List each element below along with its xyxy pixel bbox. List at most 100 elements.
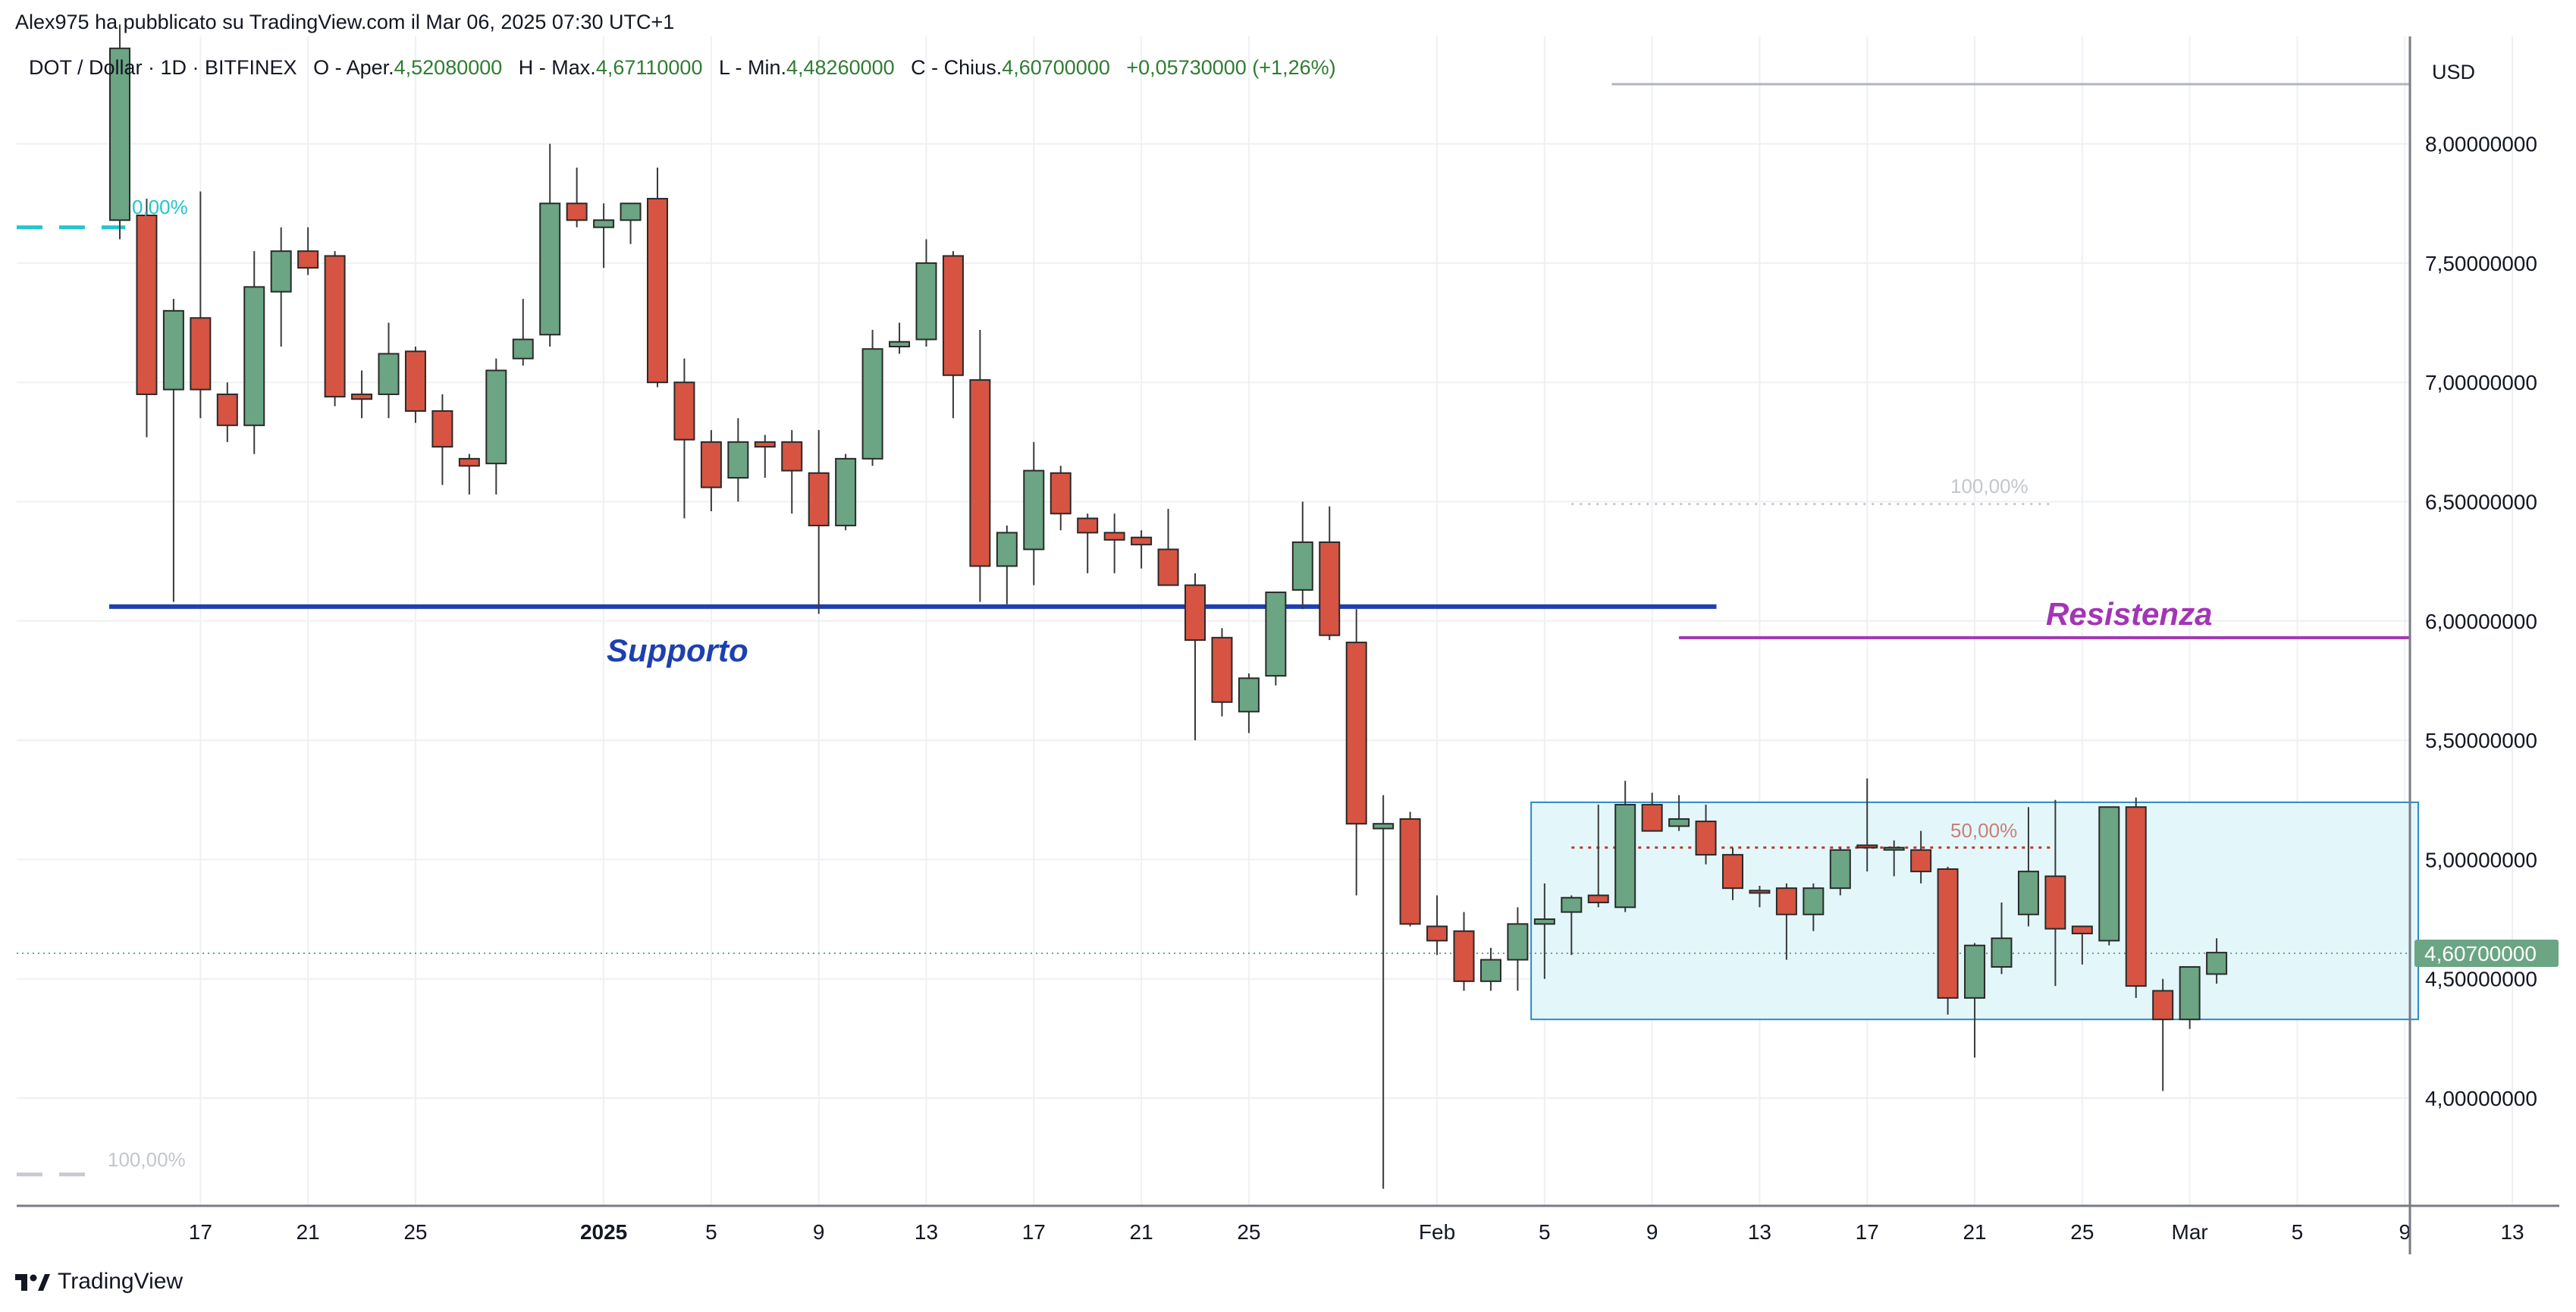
low-label: L - Min. [718,56,786,79]
candle-up [2098,806,2120,942]
candle-down [1426,925,1448,942]
candle-down [216,393,238,426]
candle-up [1991,937,2013,968]
symbol-label[interactable]: DOT / Dollar · 1D · BITFINEX [29,56,297,79]
y-tick-label: 5,50000000 [2425,729,2537,752]
high-label: H - Max. [518,56,596,79]
x-tick-label: 9 [1646,1220,1658,1244]
candle-down [1722,854,1743,890]
candle-up [1668,818,1690,827]
x-tick-label: 25 [1237,1220,1260,1244]
candle-down [969,379,991,567]
candle-down [324,255,346,398]
x-tick-label: Mar [2172,1220,2208,1244]
axes-frame: 4,60700000 [17,36,2559,1254]
y-tick-label: 4,50000000 [2425,968,2537,991]
candle-up [162,309,184,391]
candle-down [1937,868,1959,999]
x-tick-label: 9 [2399,1220,2411,1244]
y-tick-label: 6,00000000 [2425,610,2537,633]
y-tick-label: 4,00000000 [2425,1087,2537,1110]
candle-down [1856,844,1878,849]
candle-up [915,262,937,341]
candle-up [2017,871,2039,915]
x-tick-label: 13 [915,1220,938,1244]
y-tick-label: 7,50000000 [2425,252,2537,275]
candle-up [1265,592,1287,677]
candle-down [1641,804,1663,832]
candle-down [566,202,588,221]
candle-down [700,441,722,488]
x-tick-label: Feb [1419,1220,1455,1244]
candle-up [835,457,857,526]
candle-up [727,441,749,479]
x-tick-label: 5 [1539,1220,1551,1244]
fib-label-100-left: 100,00% [108,1148,186,1171]
x-tick-label: 25 [403,1220,427,1244]
tradingview-brand[interactable]: TradingView [15,1269,183,1295]
support-label: Supporto [607,632,748,668]
fib-label-0: 0,00% [132,196,188,218]
x-tick-label: 21 [297,1220,320,1244]
close-value: 4,60700000 [1002,56,1110,79]
x-tick-label: 17 [1856,1220,1879,1244]
candle-up [593,219,615,228]
candle-up [2206,952,2228,975]
candle-down [1103,532,1125,541]
open-label: O - Aper. [313,56,394,79]
last-price-tag[interactable] [2414,940,2559,968]
candle-up [1507,923,1529,961]
candle-up [1614,804,1636,909]
candle-down [1345,642,1367,825]
last-price-tag-label: 4,60700000 [2424,942,2537,965]
candle-up [539,202,561,336]
candle-down [1910,849,1932,873]
candle-down [2125,806,2147,987]
candle-down [136,214,158,395]
x-tick-label: 5 [2292,1220,2304,1244]
candles [109,24,2228,1189]
currency-label[interactable]: USD [2432,61,2476,83]
y-tick-label: 6,50000000 [2425,491,2537,514]
candle-down [1077,517,1099,534]
candle-down [673,381,695,441]
x-tick-label: 21 [1130,1220,1153,1244]
ohlc-legend: DOT / Dollar · 1D · BITFINEX O - Aper. 4,… [29,56,1336,80]
x-axis[interactable]: 17 21 25 2025 5 9 13 17 21 25 Feb 5 9 13 17 21 25 Mar 5 9 13 [189,1220,2524,1244]
y-axis[interactable]: 4,00000000 4,50000000 5,00000000 5,50000000… [2425,133,2537,1110]
candle-up [889,341,911,348]
candle-up [1964,944,1986,999]
candle-down [1775,887,1797,915]
resistance-label: Resistenza [2046,596,2212,632]
candle-down [431,410,453,448]
candle-down [1131,536,1153,546]
publish-header: Alex975 ha pubblicato su TradingView.com… [15,11,675,33]
candle-down [1050,472,1072,515]
candle-down [781,441,803,472]
candle-down [1587,894,1609,904]
candle-up [378,353,400,395]
candle-down [1319,541,1341,636]
candle-down [1211,636,1233,703]
candle-down [190,317,212,391]
candle-down [647,197,668,384]
x-tick-label: 2025 [580,1220,627,1244]
y-tick-label: 7,00000000 [2425,371,2537,394]
candle-down [297,250,319,269]
annotation-labels: Supporto Resistenza 0,00% 100,00% 100,00% 50,… [108,196,2212,1171]
candle-up [1291,541,1313,591]
candle-up [1883,846,1905,851]
candle-up [1373,823,1395,830]
candle-down [458,457,480,467]
candle-up [1829,849,1851,890]
candle-down [2044,875,2066,930]
candle-down [1399,818,1421,925]
candle-down [351,393,373,400]
candle-up [620,202,642,221]
candle-down [1453,930,1475,982]
candle-up [270,250,292,293]
y-tick-label: 5,00000000 [2425,848,2537,871]
fib-label-50: 50,00% [1950,819,2017,842]
x-tick-label: 13 [1748,1220,1771,1244]
